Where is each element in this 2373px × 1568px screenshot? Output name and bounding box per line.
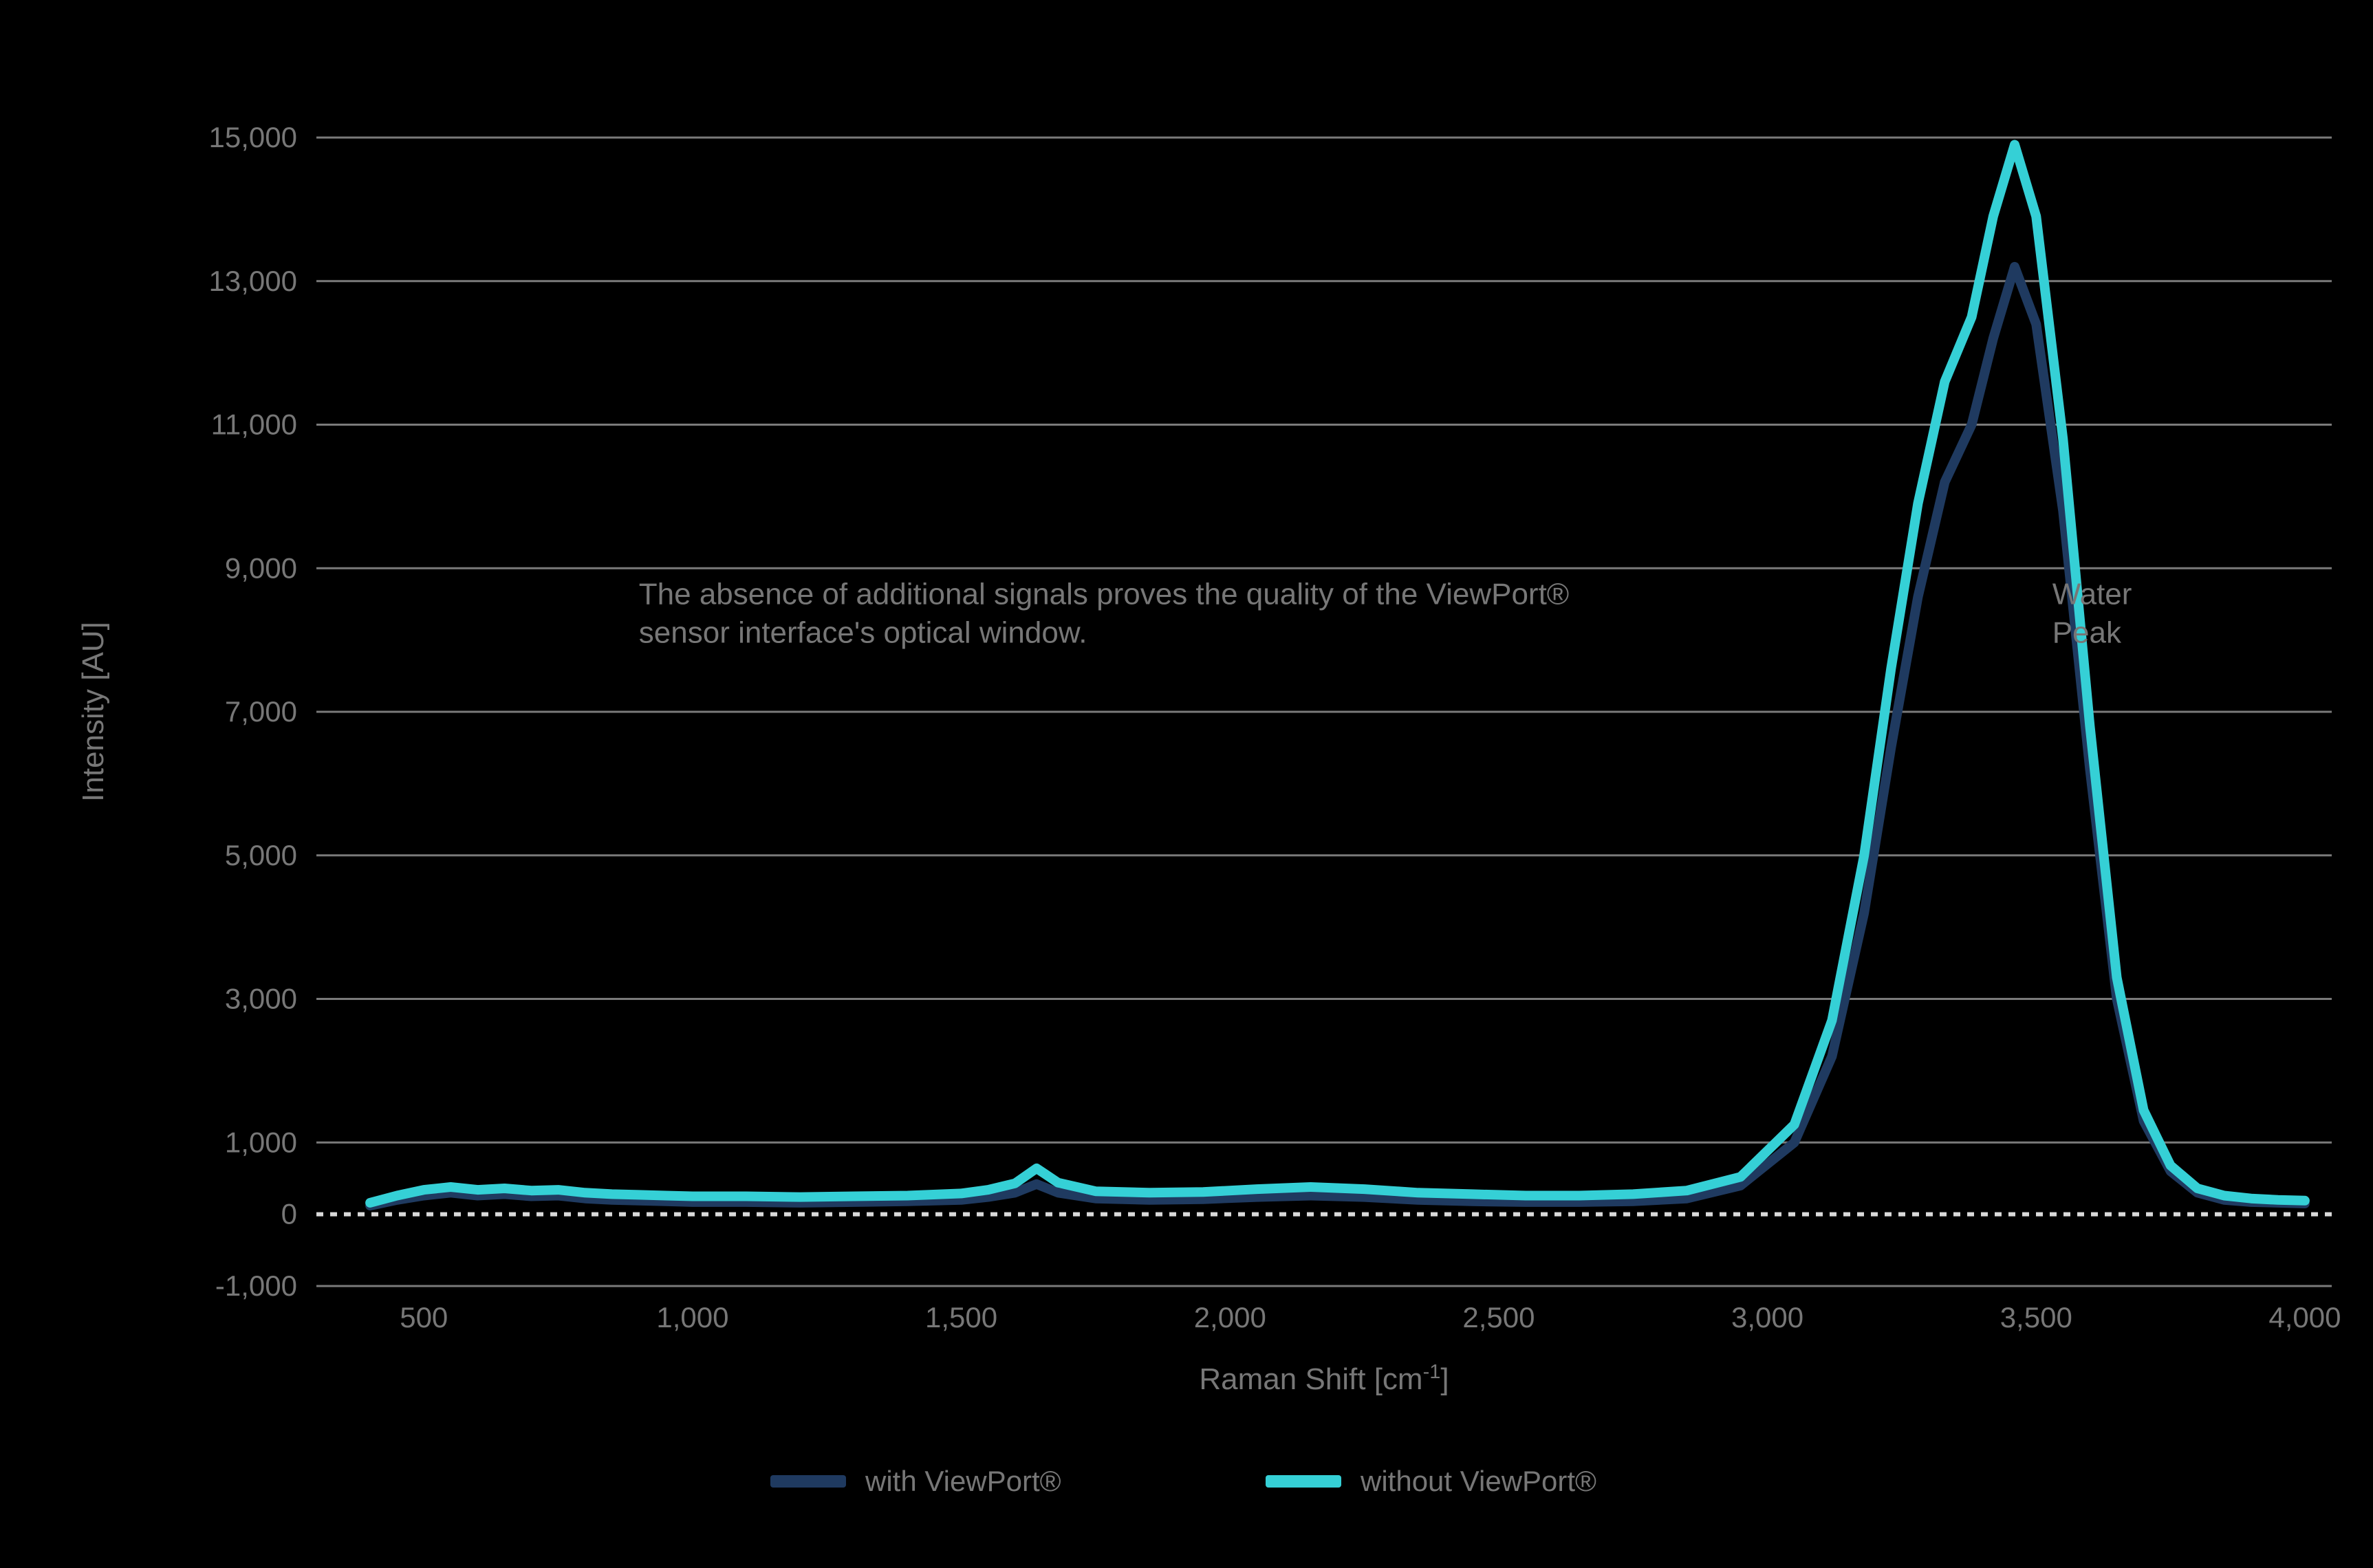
legend-label-without_viewport: without ViewPort®	[1360, 1465, 1596, 1497]
annotation-note: The absence of additional signals proves…	[639, 577, 1569, 611]
x-tick-label: 3,500	[2000, 1301, 2072, 1333]
annotation-note: sensor interface's optical window.	[639, 616, 1087, 649]
annotation-water_peak: Water	[2052, 577, 2132, 611]
y-tick-label: 13,000	[209, 265, 297, 297]
y-tick-label: 3,000	[225, 983, 297, 1015]
y-tick-label: 1,000	[225, 1126, 297, 1158]
x-tick-label: 4,000	[2268, 1301, 2341, 1333]
x-tick-label: 1,000	[656, 1301, 728, 1333]
legend-swatch-with_viewport	[770, 1475, 846, 1488]
x-tick-label: 2,000	[1194, 1301, 1266, 1333]
x-tick-label: 1,500	[925, 1301, 997, 1333]
y-tick-label: 0	[281, 1198, 297, 1230]
annotation-water_peak: Peak	[2052, 616, 2122, 649]
legend-label-with_viewport: with ViewPort®	[865, 1465, 1061, 1497]
y-tick-label: -1,000	[215, 1270, 297, 1302]
x-tick-label: 2,500	[1462, 1301, 1535, 1333]
y-tick-label: 11,000	[211, 409, 297, 441]
raman-spectrum-chart: -1,000 0 1,000 3,000 5,000 7,000 9,000 11,000 13…	[0, 0, 2373, 1568]
y-tick-label: 7,000	[225, 695, 297, 728]
y-tick-label: 9,000	[225, 552, 297, 584]
x-tick-label: 3,000	[1731, 1301, 1803, 1333]
y-axis-label: Intensity [AU]	[76, 622, 110, 802]
legend-swatch-without_viewport	[1266, 1475, 1341, 1488]
x-axis-label: Raman Shift [cm-1]	[1199, 1361, 1449, 1396]
y-tick-label: 5,000	[225, 839, 297, 871]
y-tick-label: 15,000	[209, 121, 297, 153]
x-tick-label: 500	[400, 1301, 448, 1333]
